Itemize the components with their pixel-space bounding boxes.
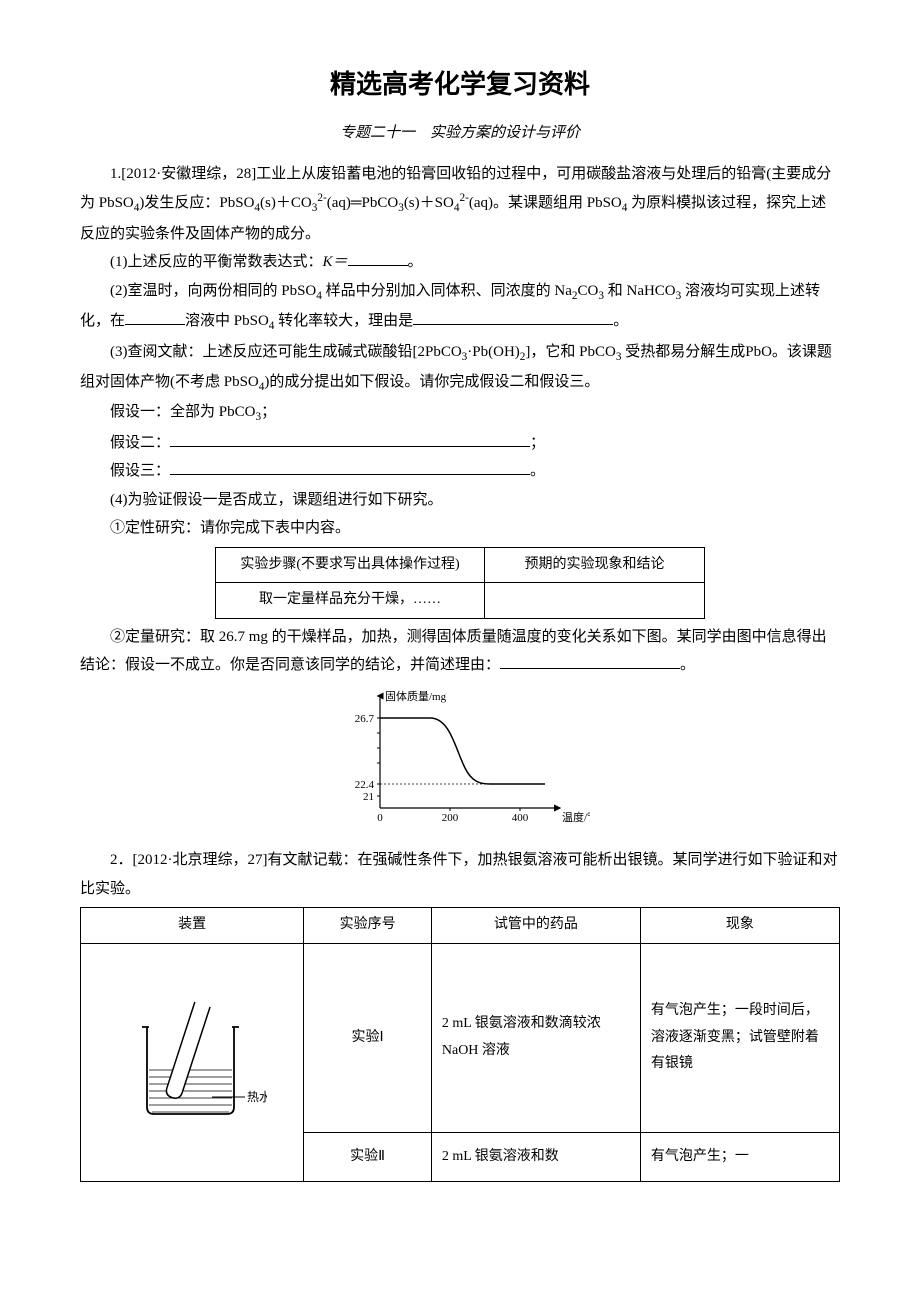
text: 溶液中 PbSO	[185, 313, 269, 329]
table-cell: 有气泡产生；一	[640, 1132, 839, 1181]
text: 转化率较大，理由是	[274, 313, 413, 329]
blank	[125, 309, 185, 325]
q1-p4: (4)为验证假设一是否成立，课题组进行如下研究。	[80, 486, 840, 515]
table-cell: 2 mL 银氨溶液和数	[431, 1132, 640, 1181]
xtick-400: 400	[512, 812, 529, 824]
apparatus-cell: 热水浴	[81, 943, 304, 1181]
q1-p3: (3)查阅文献：上述反应还可能生成碱式碳酸铅[2PbCO3·Pb(OH)2]，它…	[80, 338, 840, 399]
q1-p4-1: ①定性研究：请你完成下表中内容。	[80, 514, 840, 543]
table-cell: 2 mL 银氨溶液和数滴较浓 NaOH 溶液	[431, 943, 640, 1132]
beaker-diagram: 热水浴	[117, 982, 267, 1132]
text: 。	[680, 657, 695, 673]
text: ；	[261, 404, 276, 420]
page-title: 精选高考化学复习资料	[80, 60, 840, 109]
q2-stem: 2．[2012·北京理综，27]有文献记载：在强碱性条件下，加热银氨溶液可能析出…	[80, 846, 840, 903]
ytick-26-7: 26.7	[355, 713, 375, 725]
table-cell	[485, 583, 705, 619]
blank	[170, 459, 530, 475]
blank	[500, 653, 680, 669]
ytick-22-4: 22.4	[355, 779, 375, 791]
text-italic: K＝	[323, 254, 348, 270]
text: 假设二：	[110, 435, 170, 451]
sup: 2-	[317, 192, 326, 204]
sup: 2-	[459, 192, 468, 204]
text: 和 NaHCO	[604, 283, 676, 299]
text: (aq)。某课题组用 PbSO	[469, 195, 622, 211]
table-header: 实验步骤(不要求写出具体操作过程)	[216, 547, 485, 583]
q1-p4-2: ②定量研究：取 26.7 mg 的干燥样品，加热，测得固体质量随温度的变化关系如…	[80, 623, 840, 680]
text: ；	[530, 435, 545, 451]
text: 假设一：全部为 PbCO	[110, 404, 255, 420]
ytick-21-0: 21	[363, 791, 374, 803]
q1-hyp2: 假设二： ；	[80, 429, 840, 458]
table-header: 预期的实验现象和结论	[485, 547, 705, 583]
x-axis-label: 温度/℃	[562, 810, 590, 824]
text: (aq)═PbCO	[327, 195, 398, 211]
table-row: 热水浴 实验Ⅰ 2 mL 银氨溶液和数滴较浓 NaOH 溶液 有气泡产生；一段时…	[81, 943, 840, 1132]
xtick-200: 200	[442, 812, 459, 824]
blank	[413, 309, 613, 325]
table-header: 现象	[640, 908, 839, 944]
text: )的成分提出如下假设。请你完成假设二和假设三。	[264, 374, 599, 390]
table-row: 装置 实验序号 试管中的药品 现象	[81, 908, 840, 944]
table-cell: 取一定量样品充分干燥，……	[216, 583, 485, 619]
text: (1)上述反应的平衡常数表达式：	[110, 254, 323, 270]
text: (s)＋SO	[404, 195, 454, 211]
blank	[170, 431, 530, 447]
text: 。	[613, 313, 628, 329]
text: (2)室温时，向两份相同的 PbSO	[110, 283, 316, 299]
q1-hyp3: 假设三： 。	[80, 457, 840, 486]
text: 假设三：	[110, 463, 170, 479]
text: (3)查阅文献：上述反应还可能生成碱式碳酸铅[2PbCO	[110, 344, 462, 360]
text: )发生反应：PbSO	[139, 195, 254, 211]
table-header: 试管中的药品	[431, 908, 640, 944]
table-cell: 实验Ⅰ	[304, 943, 432, 1132]
beaker-label: 热水浴	[247, 1090, 267, 1104]
table-cell: 实验Ⅱ	[304, 1132, 432, 1181]
table-row: 取一定量样品充分干燥，……	[216, 583, 705, 619]
text: 样品中分别加入同体积、同浓度的 Na	[322, 283, 572, 299]
table-row: 实验步骤(不要求写出具体操作过程) 预期的实验现象和结论	[216, 547, 705, 583]
text: ]，它和 PbCO	[525, 344, 615, 360]
blank	[348, 250, 408, 266]
xtick-0: 0	[377, 812, 383, 824]
text: ·Pb(OH)	[467, 344, 520, 360]
q1-stem: 1.[2012·安徽理综，28]工业上从废铅蓄电池的铅膏回收铅的过程中，可用碳酸…	[80, 160, 840, 248]
table-experiment: 装置 实验序号 试管中的药品 现象	[80, 907, 840, 1182]
text: 。	[408, 254, 423, 270]
text: (s)＋CO	[260, 195, 312, 211]
y-axis-label: 固体质量/mg	[385, 689, 447, 703]
text: CO	[578, 283, 599, 299]
table-steps: 实验步骤(不要求写出具体操作过程) 预期的实验现象和结论 取一定量样品充分干燥，…	[215, 547, 705, 619]
table-header: 实验序号	[304, 908, 432, 944]
text: ②定量研究：取 26.7 mg 的干燥样品，加热，测得固体质量随温度的变化关系如…	[80, 629, 827, 674]
text: 。	[530, 463, 545, 479]
sub-title: 专题二十一 实验方案的设计与评价	[80, 119, 840, 148]
table-header: 装置	[81, 908, 304, 944]
q1-p2: (2)室温时，向两份相同的 PbSO4 样品中分别加入同体积、同浓度的 Na2C…	[80, 277, 840, 338]
table-cell: 有气泡产生；一段时间后，溶液逐渐变黑；试管壁附着有银镜	[640, 943, 839, 1132]
q1-hyp1: 假设一：全部为 PbCO3；	[80, 398, 840, 428]
q1-p1: (1)上述反应的平衡常数表达式：K＝ 。	[80, 248, 840, 277]
mass-temp-chart: 26.7 22.4 21 固体质量/mg 0 200 400 温度/℃	[80, 688, 840, 839]
